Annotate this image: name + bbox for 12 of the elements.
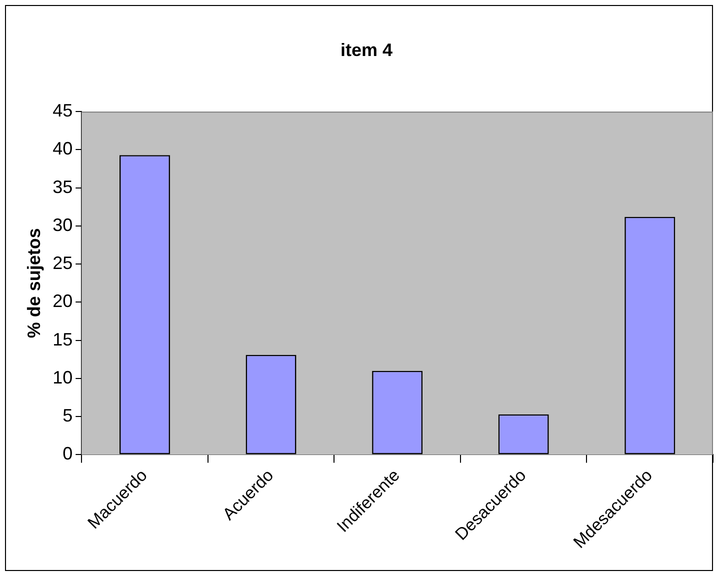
y-tick-label: 0 bbox=[62, 444, 73, 464]
y-tick-label: 15 bbox=[52, 329, 73, 350]
y-tick-label: 10 bbox=[52, 367, 73, 388]
y-tick-label: 5 bbox=[62, 406, 73, 426]
y-tick-label: 30 bbox=[52, 214, 73, 235]
y-tick-label: 35 bbox=[52, 176, 73, 197]
y-axis-title: % de sujetos bbox=[24, 228, 44, 338]
y-tick-label: 40 bbox=[52, 138, 73, 159]
y-tick-label: 45 bbox=[52, 100, 73, 121]
chart-title: item 4 bbox=[340, 40, 393, 60]
y-tick-label: 20 bbox=[52, 291, 73, 312]
y-tick-label: 25 bbox=[52, 253, 73, 274]
